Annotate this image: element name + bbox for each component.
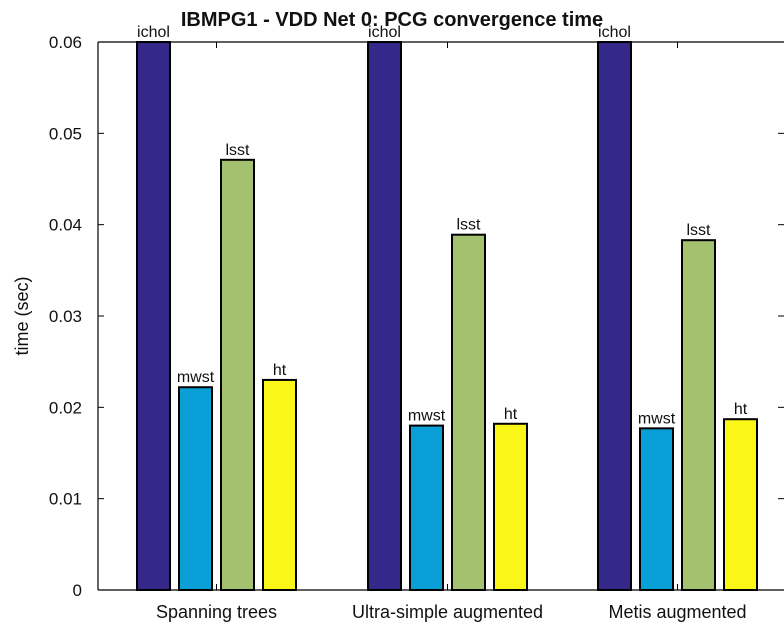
bars: [136, 41, 758, 592]
bar-label-lsst-2: lsst: [687, 222, 712, 239]
bar-lsst-0: [220, 158, 255, 591]
bar-ichol-1: [367, 41, 402, 591]
bar-label-mwst-1: mwst: [408, 408, 446, 425]
y-tick-label-1: 0.01: [49, 490, 82, 509]
chart-title: IBMPG1 - VDD Net 0: PCG convergence time: [181, 9, 603, 31]
x-tick-label-2: Metis augmented: [608, 602, 746, 622]
bar-ht-1: [493, 422, 528, 592]
bar-mwst-1: [409, 424, 444, 591]
bar-label-ichol-1: ichol: [368, 24, 401, 41]
y-tick-label-0: 0: [73, 581, 82, 600]
y-tick-label-4: 0.04: [49, 216, 82, 235]
bar-label-mwst-0: mwst: [177, 369, 215, 386]
y-ticks: 0 0.01 0.02 0.03 0.04 0.05 0.06: [49, 33, 784, 600]
bar-lsst-2: [681, 239, 716, 591]
bar-ichol-2: [597, 41, 632, 591]
bar-labels: ichol mwst lsst ht ichol mwst lsst ht ichol mwst l…: [137, 24, 748, 427]
bar-label-ichol-2: ichol: [598, 24, 631, 41]
bar-ichol-0: [136, 41, 171, 591]
x-tick-label-0: Spanning trees: [156, 602, 277, 622]
bar-label-ht-0: ht: [273, 362, 287, 379]
bar-mwst-2: [639, 427, 674, 591]
bar-label-ht-2: ht: [734, 401, 748, 418]
bar-mwst-0: [178, 386, 213, 591]
x-tick-label-1: Ultra-simple augmented: [352, 602, 543, 622]
y-tick-label-2: 0.02: [49, 398, 82, 417]
bar-label-ht-1: ht: [504, 406, 518, 423]
bar-label-lsst-1: lsst: [457, 217, 482, 234]
y-tick-label-6: 0.06: [49, 33, 82, 52]
y-tick-label-3: 0.03: [49, 307, 82, 326]
bar-lsst-1: [451, 233, 486, 591]
bar-label-ichol-0: ichol: [137, 24, 170, 41]
bar-ht-2: [723, 418, 758, 591]
bar-ht-0: [262, 378, 297, 591]
bar-label-lsst-0: lsst: [226, 142, 251, 159]
y-tick-label-5: 0.05: [49, 124, 82, 143]
x-ticks: Spanning trees Ultra-simple augmented Meti…: [156, 42, 747, 622]
bar-label-mwst-2: mwst: [638, 410, 676, 427]
y-axis-label: time (sec): [12, 276, 32, 355]
